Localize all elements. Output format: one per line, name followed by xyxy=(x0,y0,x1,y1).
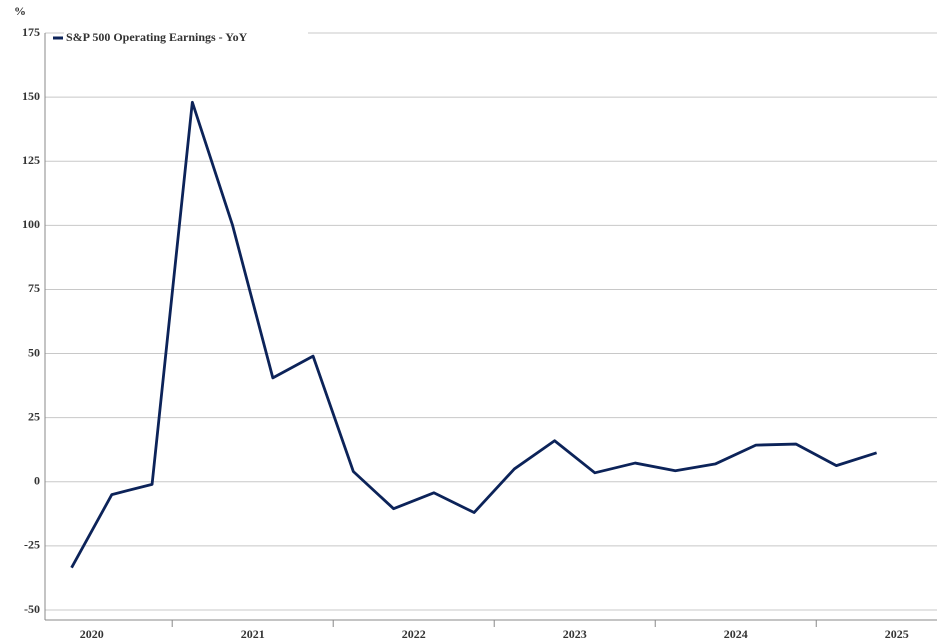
legend-bg xyxy=(64,30,308,46)
legend-swatch xyxy=(53,36,63,40)
x-tick-label: 2024 xyxy=(724,627,748,641)
y-tick-label: 75 xyxy=(28,281,40,295)
y-tick-label: 50 xyxy=(28,345,40,359)
y-tick-label: 100 xyxy=(22,217,40,231)
x-tick-label: 2021 xyxy=(241,627,265,641)
y-unit: % xyxy=(14,4,26,18)
y-tick-label: 175 xyxy=(22,25,40,39)
y-tick-label: 25 xyxy=(28,409,40,423)
y-tick-label: 150 xyxy=(22,89,40,103)
line-series xyxy=(70,100,878,569)
x-tick-label: 2020 xyxy=(80,627,104,641)
x-tick-label: 2025 xyxy=(885,627,909,641)
y-tick-label: 0 xyxy=(34,474,40,488)
y-tick-label: -50 xyxy=(24,602,40,616)
y-tick-label: 125 xyxy=(22,153,40,167)
x-tick-label: 2022 xyxy=(402,627,426,641)
legend-label: S&P 500 Operating Earnings - YoY xyxy=(66,30,248,44)
x-tick-label: 2023 xyxy=(563,627,587,641)
y-tick-label: -25 xyxy=(24,538,40,552)
